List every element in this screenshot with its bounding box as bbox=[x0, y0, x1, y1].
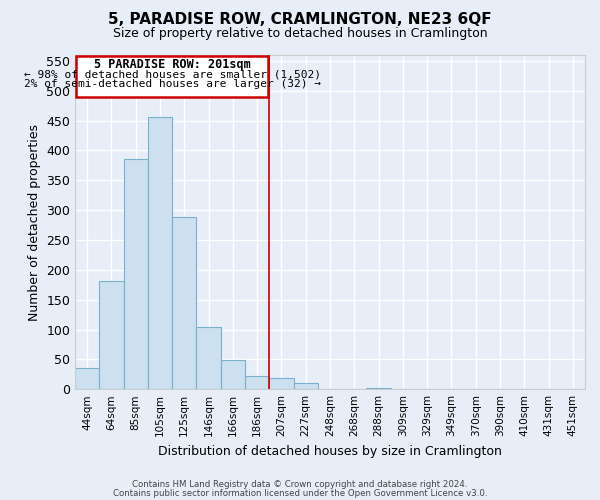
Bar bbox=[269, 378, 293, 389]
Text: Contains HM Land Registry data © Crown copyright and database right 2024.: Contains HM Land Registry data © Crown c… bbox=[132, 480, 468, 489]
Bar bbox=[221, 360, 245, 389]
Bar bbox=[293, 383, 318, 389]
Text: 5 PARADISE ROW: 201sqm: 5 PARADISE ROW: 201sqm bbox=[94, 58, 250, 71]
Text: Size of property relative to detached houses in Cramlington: Size of property relative to detached ho… bbox=[113, 28, 487, 40]
Y-axis label: Number of detached properties: Number of detached properties bbox=[28, 124, 41, 320]
X-axis label: Distribution of detached houses by size in Cramlington: Distribution of detached houses by size … bbox=[158, 444, 502, 458]
Text: 5, PARADISE ROW, CRAMLINGTON, NE23 6QF: 5, PARADISE ROW, CRAMLINGTON, NE23 6QF bbox=[108, 12, 492, 28]
Bar bbox=[367, 388, 391, 389]
Bar bbox=[245, 376, 269, 389]
Text: 2% of semi-detached houses are larger (32) →: 2% of semi-detached houses are larger (3… bbox=[23, 78, 320, 88]
Bar bbox=[99, 280, 124, 389]
Bar bbox=[172, 218, 196, 389]
Bar bbox=[124, 160, 148, 389]
Bar bbox=[75, 368, 99, 389]
Bar bbox=[148, 117, 172, 389]
Text: ← 98% of detached houses are smaller (1,502): ← 98% of detached houses are smaller (1,… bbox=[23, 69, 320, 79]
Bar bbox=[196, 326, 221, 389]
FancyBboxPatch shape bbox=[76, 56, 268, 97]
Text: Contains public sector information licensed under the Open Government Licence v3: Contains public sector information licen… bbox=[113, 488, 487, 498]
